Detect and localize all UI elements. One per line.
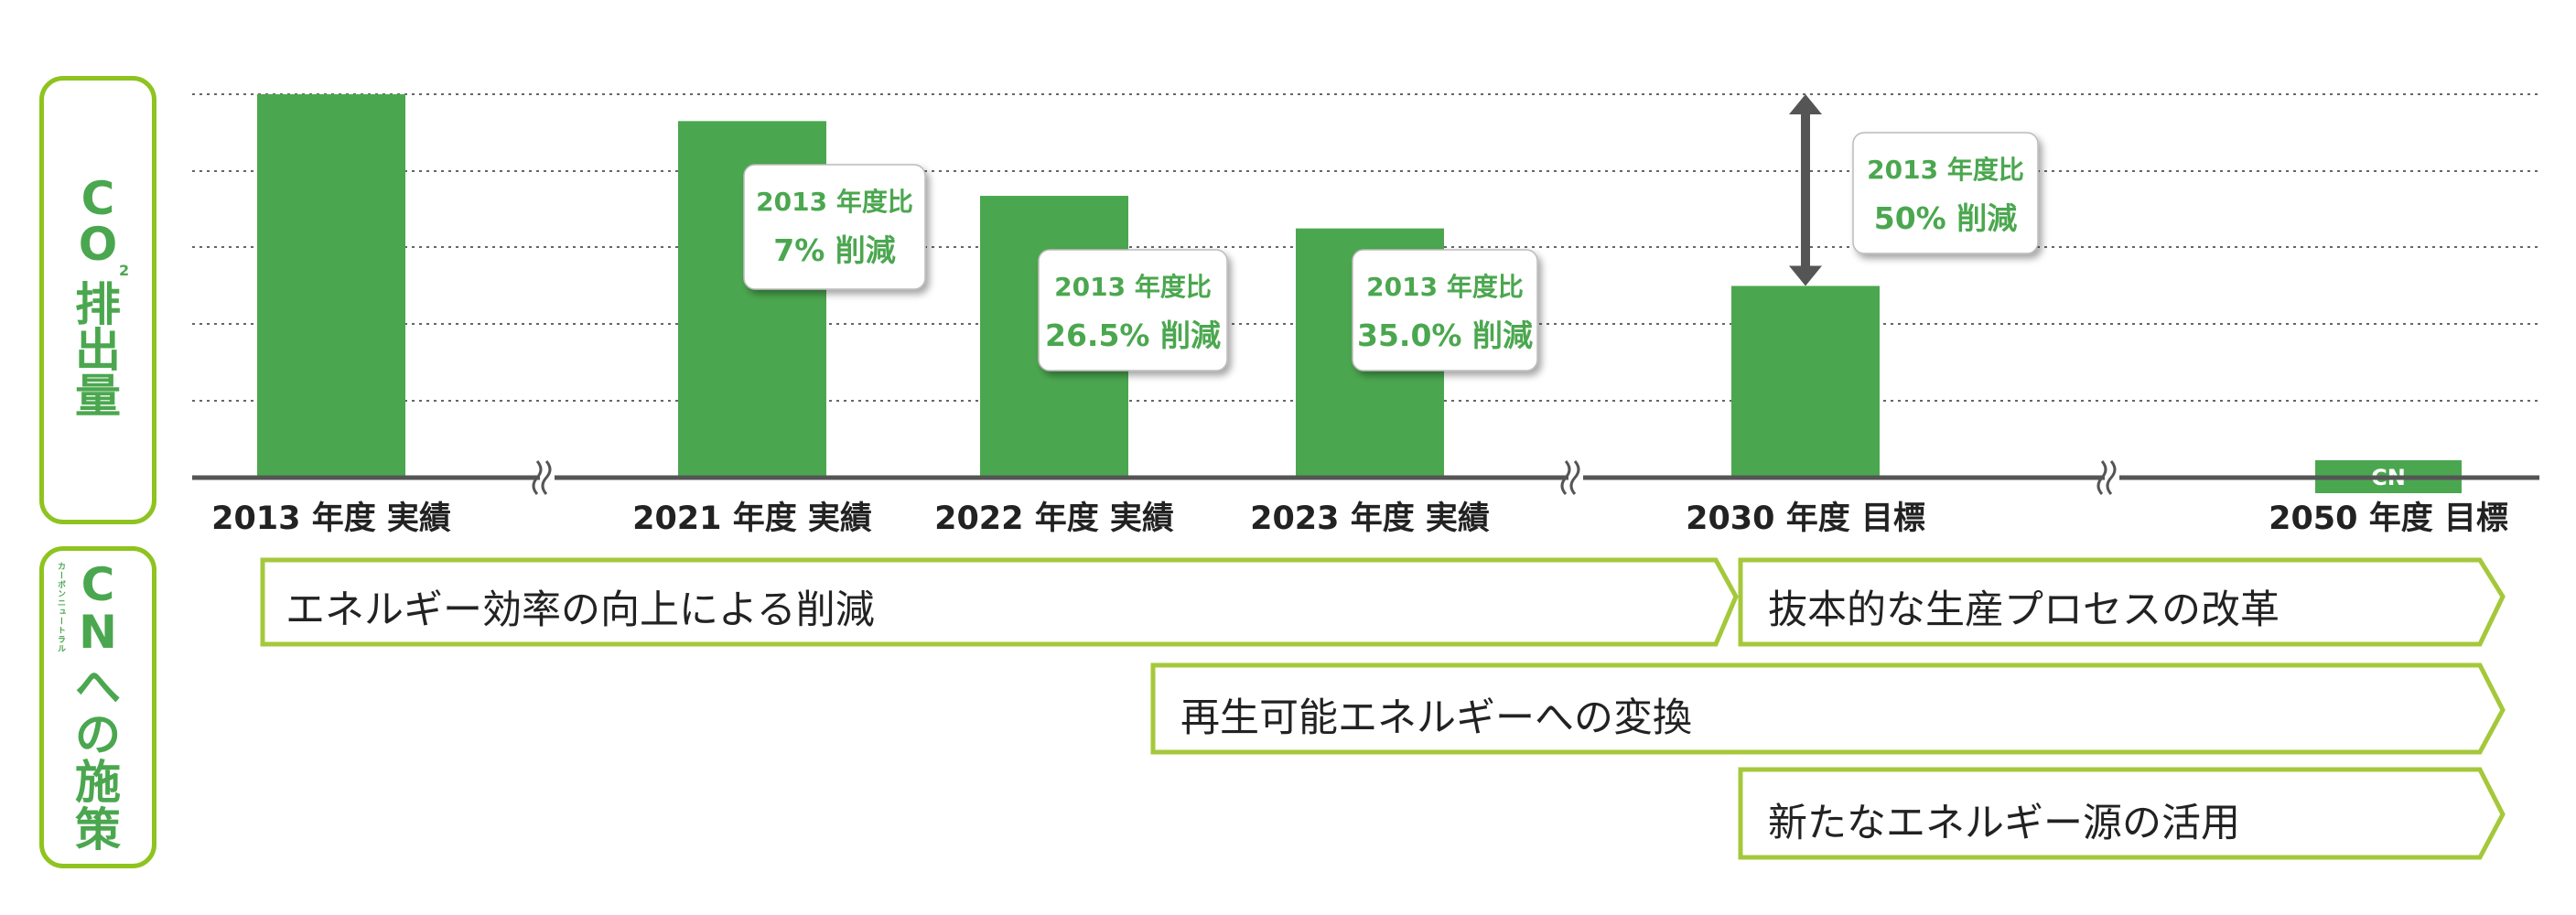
reduction-arrow-head-up	[1789, 94, 1822, 114]
callout-line1: 2013 年度比	[756, 187, 913, 217]
reduction-callouts: 2013 年度比 7% 削減 2013 年度比 26.5% 削減 2013 年度比 35.…	[743, 94, 2039, 371]
x-axis	[192, 459, 2539, 496]
callout-box	[1352, 249, 1538, 371]
category-label: 2023 年度 実績	[1250, 501, 1490, 537]
category-label: 2013 年度 実績	[211, 501, 451, 537]
cn-label-char: の	[75, 708, 121, 761]
cn-label-char: C	[81, 558, 115, 611]
measure-label: エネルギー効率の向上による削減	[286, 587, 875, 633]
callout-line2: 35.0% 削減	[1357, 318, 1533, 353]
measure-label: 新たなエネルギー源の活用	[1768, 801, 2240, 846]
cn-label-char: 施	[75, 756, 121, 809]
callout-line1: 2013 年度比	[1366, 272, 1524, 302]
co2-label-char: 出	[75, 324, 121, 377]
callout-line1: 2013 年度比	[1054, 272, 1212, 302]
co2-subscript: 2	[119, 262, 130, 279]
cn-measures-label-box: カーボンニュートラル C N へ の 施 策	[39, 546, 156, 868]
measure-label: 抜本的な生産プロセスの改革	[1768, 587, 2280, 633]
co2-label-char: O	[78, 218, 118, 271]
category-labels: 2013 年度 実績 2021 年度 実績 2022 年度 実績 2023 年度 実績…	[211, 501, 2508, 537]
axis-break-mark	[1560, 460, 1571, 495]
cn-ruby: カーボンニュートラル	[56, 562, 65, 653]
axis-break-mark	[1569, 460, 1580, 495]
callout-line1: 2013 年度比	[1867, 155, 2024, 185]
cn-label-char: 策	[75, 803, 121, 856]
co2-emissions-bar-chart: CN 2013 年度 実績 2021 年度 実績 2022 年度 実績 2023 年度…	[192, 93, 2539, 537]
co2-label-char: 量	[75, 370, 121, 423]
co2-label-char: 排	[75, 278, 121, 331]
category-label: 2021 年度 実績	[632, 501, 872, 537]
co2-emissions-label-box: C O 2 排 出 量	[39, 76, 156, 524]
bar	[257, 94, 405, 478]
callout-box	[1852, 132, 2039, 254]
cn-label-char: N	[79, 606, 117, 659]
measure-label: 再生可能エネルギーへの変換	[1180, 695, 1692, 741]
category-label: 2030 年度 目標	[1686, 501, 1925, 537]
reduction-arrow-head-down	[1789, 265, 1822, 286]
callout-line2: 7% 削減	[773, 232, 896, 268]
axis-break-mark	[532, 460, 543, 495]
axis-break-mark	[2106, 460, 2117, 495]
category-label: 2022 年度 実績	[934, 501, 1174, 537]
callout-box	[743, 164, 926, 290]
callout-line2: 50% 削減	[1874, 200, 2017, 236]
cn-label-char: へ	[75, 661, 121, 714]
axis-break-mark	[541, 460, 552, 495]
callout-box	[1038, 249, 1228, 371]
axis-break-mark	[2096, 460, 2107, 495]
category-label: 2050 年度 目標	[2269, 501, 2508, 537]
bar	[1731, 285, 1880, 478]
callout-line2: 26.5% 削減	[1045, 318, 1221, 353]
co2-label-char: C	[81, 172, 115, 225]
